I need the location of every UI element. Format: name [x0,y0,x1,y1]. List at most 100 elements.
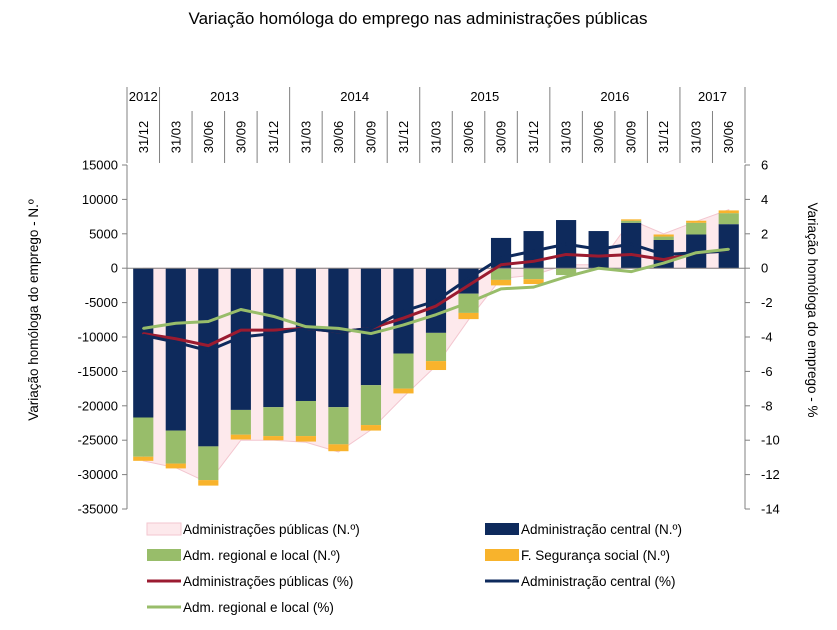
bar-s1-6 [328,407,349,445]
bar-s2-3 [230,434,251,440]
bar-s0-18 [718,224,739,269]
point-s0-14 [597,254,600,258]
legend-label-3: F. Segurança social (N.º) [521,548,670,563]
date-label-15: 30/09 [624,121,639,154]
tick-label-right-8: -10 [761,433,780,448]
bar-s2-0 [133,456,154,461]
date-label-11: 30/09 [494,121,509,154]
date-label-16: 31/12 [656,121,671,154]
date-label-5: 31/03 [298,121,313,154]
legend-label-6: Adm. regional e local (%) [183,600,334,615]
tick-label-right-0: 6 [761,158,768,173]
date-header: 2012 2013 2014 2015 2016 2017 31/12 31/03 30/06 3… [126,87,746,163]
point-s0-16 [662,258,665,261]
bar-s0-4 [263,268,284,408]
point-s2-16 [662,261,665,265]
y-axis-left-label: Variação homóloga do emprego - N.º [26,199,41,421]
year-label-0: 2012 [129,89,158,104]
bar-s0-6 [328,268,349,408]
bar-s2-15 [621,219,642,221]
point-s0-10 [467,284,470,287]
point-s0-13 [564,253,568,256]
bar-s1-7 [360,385,382,426]
date-label-17: 31/03 [689,121,704,154]
point-s2-18 [727,248,730,251]
y-axis-right-label: Variação homóloga do emprego - % [805,202,820,417]
bar-s0-1 [165,268,186,431]
point-s0-3 [239,328,243,332]
tick-label-right-1: 4 [761,192,768,207]
tick-label-right-9: -12 [761,467,780,482]
point-s1-15 [629,242,633,246]
bar-s2-2 [198,480,219,486]
year-label-5: 2017 [698,89,727,104]
bar-s1-2 [198,446,219,481]
point-s2-3 [239,308,243,311]
tick-label-left-2: 5000 [89,226,118,241]
bar-s1-17 [686,222,707,235]
tick-label-left-8: -25000 [78,433,118,448]
point-s1-2 [207,349,210,352]
point-s2-4 [272,315,275,318]
tick-label-left-3: 0 [111,261,118,276]
bar-s2-18 [718,210,739,214]
date-label-18: 30/06 [721,121,736,154]
point-s1-14 [597,248,600,251]
bar-s0-2 [198,268,219,447]
date-label-12: 31/12 [526,121,541,154]
point-s0-4 [272,328,275,332]
legend: Administrações públicas (N.º) Administraç… [146,522,682,615]
tick-label-right-3: 0 [761,261,768,276]
bar-s1-15 [621,220,642,223]
point-s1-6 [337,330,340,334]
date-label-9: 31/03 [429,121,444,154]
bar-s2-11 [490,279,512,286]
point-s1-8 [402,310,405,313]
bar-s1-16 [653,236,674,240]
point-s0-11 [499,263,503,266]
axis-layer: 15000 10000 5000 0 -5000 -10000 -15000 -20000 -2… [78,158,780,517]
point-s2-2 [207,320,210,323]
chart-title: Variação homóloga do emprego nas adminis… [189,9,648,28]
point-s2-5 [304,325,308,328]
point-s0-8 [402,316,405,320]
date-label-14: 30/06 [591,121,606,154]
date-label-6: 30/06 [331,121,346,154]
point-s2-17 [695,251,698,254]
point-s2-12 [532,285,535,289]
point-s1-7 [369,327,373,330]
point-s0-12 [532,260,535,263]
bar-s1-0 [133,417,154,457]
date-label-8: 31/12 [396,121,411,154]
bar-s0-3 [230,268,251,410]
legend-label-1: Administração central (N.º) [521,522,682,537]
bar-s1-8 [393,353,414,389]
point-s2-11 [499,287,503,291]
bar-s1-3 [230,409,251,435]
date-label-1: 31/03 [168,121,183,154]
point-s0-2 [207,344,210,347]
tick-label-left-1: 10000 [82,192,118,207]
legend-label-2: Adm. regional e local (N.º) [183,548,340,563]
legend-swatch-3 [485,549,519,561]
year-label-2: 2014 [340,89,369,104]
bar-s0-7 [360,268,382,386]
point-s0-9 [434,304,438,308]
legend-swatch-0 [146,522,182,536]
bar-s2-4 [263,436,284,441]
legend-label-0: Administrações públicas (N.º) [183,522,360,537]
legend-swatch-2 [147,549,181,561]
tick-label-left-6: -15000 [78,364,118,379]
point-s1-12 [532,249,535,253]
point-s1-13 [564,242,568,246]
date-label-0: 31/12 [136,121,151,154]
date-label-13: 31/03 [559,121,574,154]
bar-s1-4 [263,407,284,437]
tick-label-left-9: -30000 [78,467,118,482]
point-s1-0 [142,334,145,337]
bar-s2-7 [360,425,382,431]
bar-s1-1 [165,430,186,464]
legend-label-5: Administração central (%) [521,574,676,589]
point-s2-8 [402,323,405,327]
bar-s1-12 [523,268,544,280]
